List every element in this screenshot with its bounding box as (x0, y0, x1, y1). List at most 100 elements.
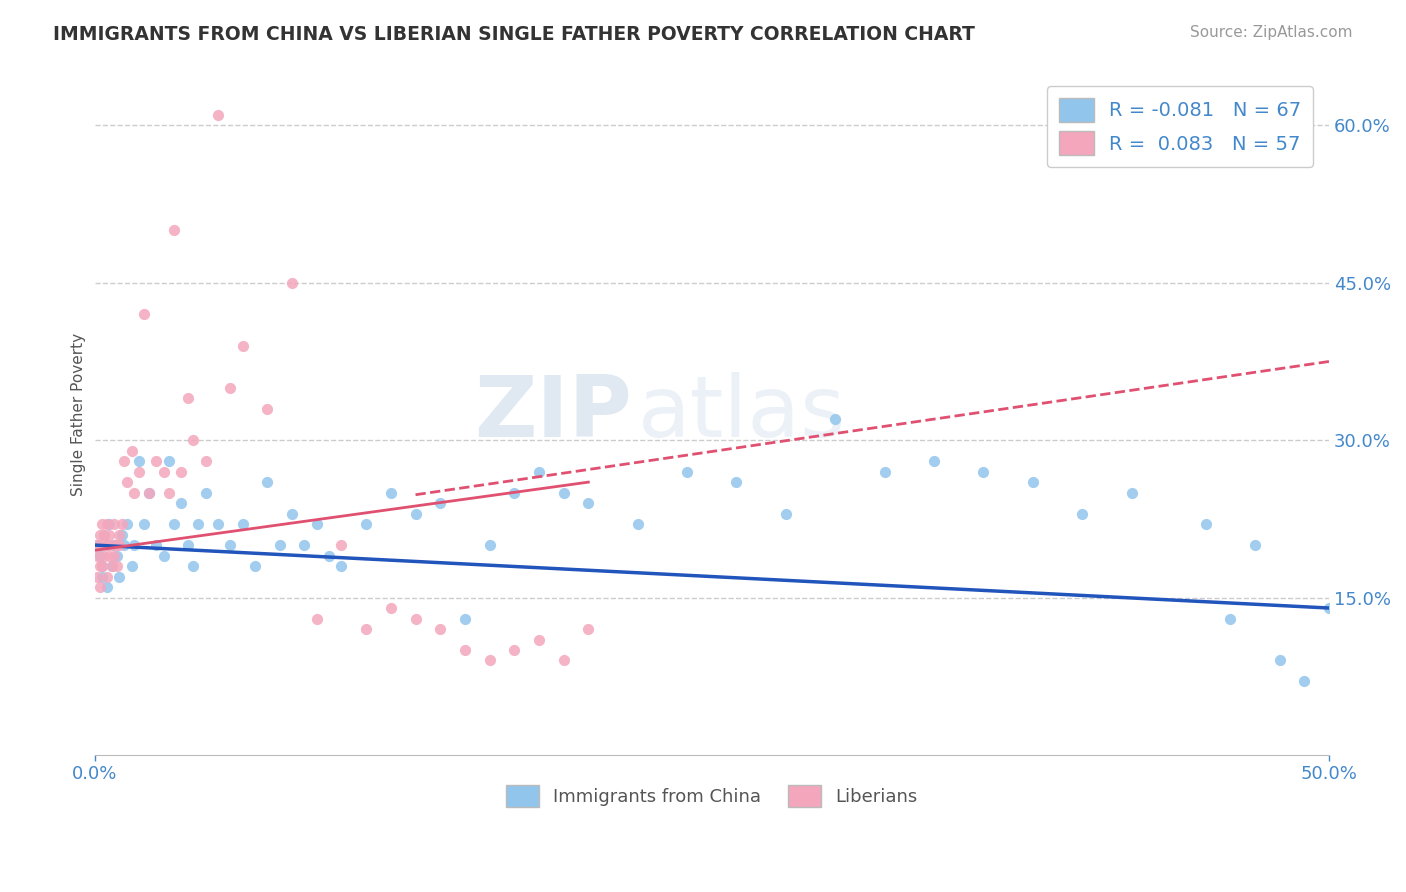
Point (269, 538, 291, 552)
Point (194, 485, 217, 500)
Point (1268, 653, 1291, 667)
Point (108, 527, 131, 541)
Point (105, 559, 128, 574)
Point (91, 559, 114, 574)
Point (103, 538, 125, 552)
Point (122, 485, 145, 500)
Point (170, 465, 193, 479)
Point (354, 622, 377, 636)
Point (405, 507, 427, 521)
Point (527, 632, 550, 647)
Point (96, 580, 118, 594)
Point (138, 485, 160, 500)
Point (132, 307, 155, 321)
Point (454, 643, 477, 657)
Point (1194, 517, 1216, 532)
Point (121, 443, 143, 458)
Point (207, 108, 229, 122)
Point (553, 653, 575, 667)
Point (152, 465, 174, 479)
Point (162, 223, 184, 237)
Point (122, 538, 145, 552)
Point (96, 569, 118, 583)
Point (380, 485, 402, 500)
Point (330, 538, 353, 552)
Point (527, 465, 550, 479)
Point (177, 391, 200, 405)
Point (553, 485, 575, 500)
Point (112, 454, 135, 468)
Point (162, 517, 184, 532)
Point (91, 559, 114, 574)
Point (305, 611, 328, 625)
Point (318, 549, 340, 563)
Point (89, 549, 111, 563)
Point (145, 538, 167, 552)
Point (103, 549, 125, 563)
Point (103, 517, 125, 532)
Point (294, 538, 316, 552)
Point (1022, 475, 1045, 490)
Point (108, 538, 131, 552)
Point (89, 580, 111, 594)
Point (281, 507, 304, 521)
Point (243, 559, 266, 574)
Point (576, 622, 599, 636)
Text: atlas: atlas (638, 373, 846, 456)
Point (405, 611, 427, 625)
Point (96, 538, 118, 552)
Point (91, 538, 114, 552)
Point (183, 559, 205, 574)
Point (219, 381, 242, 395)
Point (1071, 507, 1094, 521)
Point (305, 517, 328, 532)
Point (627, 517, 650, 532)
Point (232, 339, 254, 353)
Point (98, 527, 121, 541)
Point (454, 611, 477, 625)
Point (86, 549, 108, 563)
Point (115, 475, 138, 490)
Point (177, 538, 200, 552)
Point (111, 527, 134, 541)
Point (115, 517, 138, 532)
Point (86, 538, 108, 552)
Point (101, 538, 124, 552)
Point (922, 454, 945, 468)
Point (824, 412, 846, 426)
Point (478, 538, 501, 552)
Point (873, 465, 896, 479)
Point (207, 517, 229, 532)
Point (503, 643, 526, 657)
Point (101, 559, 124, 574)
Point (145, 454, 167, 468)
Point (503, 485, 526, 500)
Point (128, 454, 150, 468)
Point (86, 538, 108, 552)
Point (380, 601, 402, 615)
Point (972, 465, 994, 479)
Point (157, 485, 180, 500)
Point (354, 517, 377, 532)
Point (105, 549, 128, 563)
Point (91, 517, 114, 532)
Point (86, 569, 108, 583)
Point (157, 454, 180, 468)
Point (256, 475, 278, 490)
Point (93, 549, 115, 563)
Point (128, 465, 150, 479)
Point (98, 517, 121, 532)
Point (194, 454, 217, 468)
Point (775, 507, 797, 521)
Text: IMMIGRANTS FROM CHINA VS LIBERIAN SINGLE FATHER POVERTY CORRELATION CHART: IMMIGRANTS FROM CHINA VS LIBERIAN SINGLE… (53, 25, 976, 44)
Point (91, 569, 114, 583)
Point (1294, 674, 1316, 689)
Text: ZIP: ZIP (474, 373, 631, 456)
Point (89, 527, 111, 541)
Point (111, 517, 134, 532)
Point (232, 517, 254, 532)
Point (138, 485, 160, 500)
Point (183, 433, 205, 447)
Point (219, 538, 242, 552)
Point (89, 559, 111, 574)
